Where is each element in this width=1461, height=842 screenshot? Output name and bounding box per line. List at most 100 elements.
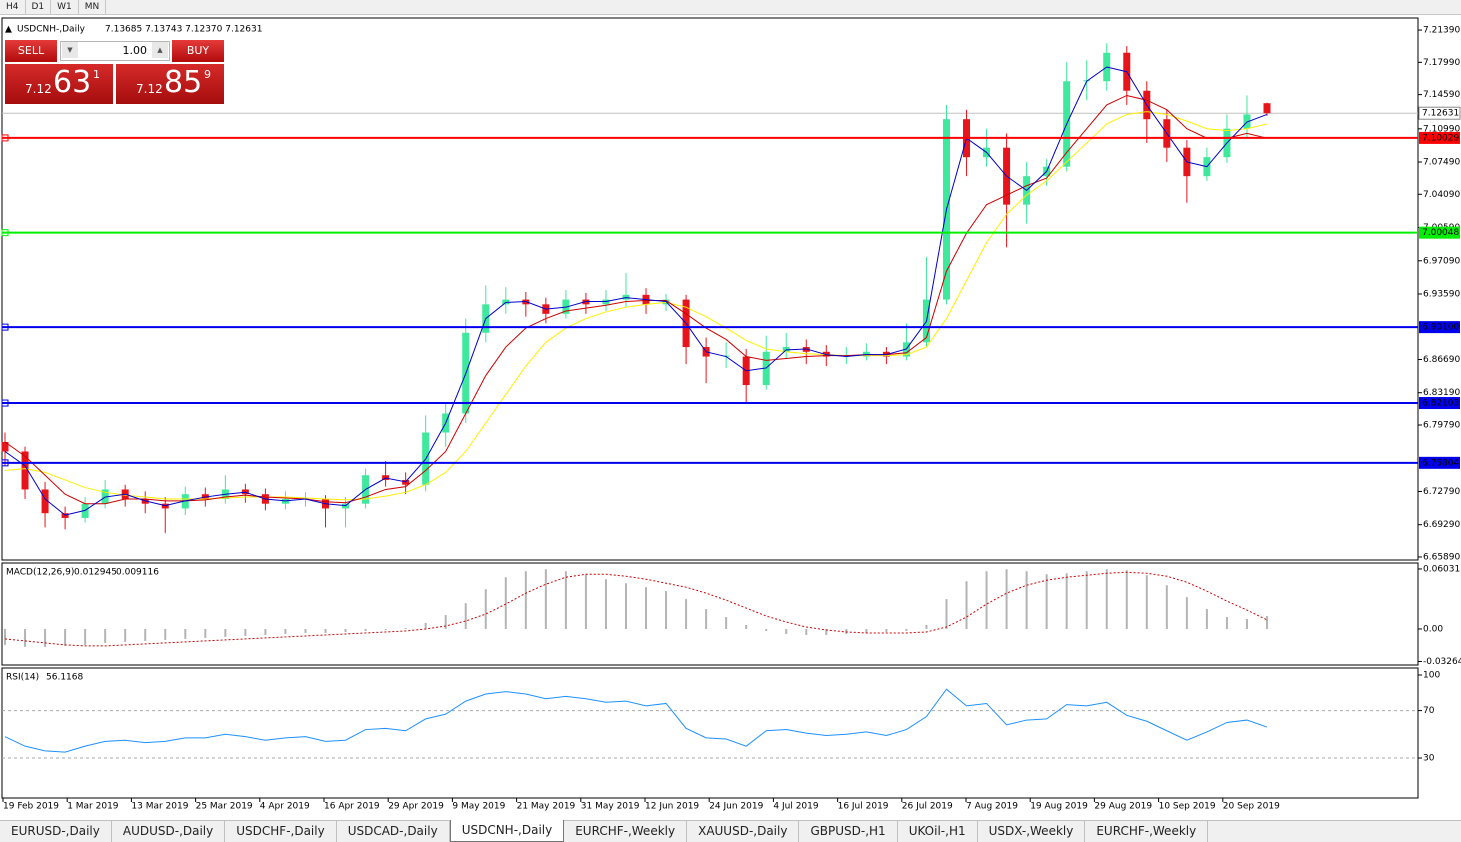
macd-bar — [645, 587, 648, 629]
ask-price[interactable]: 7.12 85 9 — [116, 64, 224, 104]
macd-bar — [84, 628, 87, 645]
rsi-label: RSI(14) — [6, 673, 39, 683]
x-tick-label: 26 Jul 2019 — [902, 802, 953, 812]
macd-bar — [965, 581, 968, 629]
macd-bar — [104, 628, 107, 643]
macd-bar — [584, 574, 587, 629]
macd-bar — [1005, 569, 1008, 629]
macd-bar — [1165, 585, 1168, 629]
timeframe-button[interactable]: W1 — [51, 0, 79, 14]
macd-bar — [1266, 616, 1268, 629]
chart-tab[interactable]: UKOil-,H1 — [898, 821, 978, 842]
y-tick-label: 70 — [1423, 706, 1435, 716]
x-tick-label: 9 May 2019 — [452, 802, 505, 812]
chart-tab[interactable]: USDCHF-,Daily — [225, 821, 337, 842]
current-price-box — [1418, 106, 1461, 120]
x-tick-label: 20 Sep 2019 — [1223, 802, 1280, 812]
chart-tab[interactable]: AUDUSD-,Daily — [112, 821, 226, 842]
y-tick-label: 100 — [1423, 670, 1440, 680]
timeframe-button[interactable]: D1 — [26, 0, 52, 14]
macd-bar — [524, 571, 527, 629]
level-label-box — [1419, 131, 1460, 144]
macd-bar — [284, 628, 287, 634]
lot-input[interactable]: 1.00 — [60, 41, 170, 61]
macd-bar — [785, 628, 788, 634]
macd-bar — [564, 571, 567, 629]
macd-bar — [124, 628, 127, 642]
macd-bar — [244, 628, 247, 636]
macd-bar — [985, 571, 988, 629]
y-tick-label: 6.79790 — [1423, 420, 1460, 430]
moving-average — [4, 94, 1268, 505]
rsi-value: 56.1168 — [46, 673, 83, 683]
macd-bar — [1185, 597, 1188, 629]
x-tick-label: 4 Apr 2019 — [260, 802, 310, 812]
sell-button[interactable]: SELL — [5, 40, 57, 62]
y-tick-label: 6.97090 — [1423, 256, 1460, 266]
x-tick-label: 10 Sep 2019 — [1159, 802, 1216, 812]
y-tick-label: 0.060317 — [1423, 564, 1461, 574]
timeframe-button[interactable]: H4 — [0, 0, 26, 14]
macd-bar — [344, 628, 347, 632]
macd-bar — [604, 579, 607, 629]
macd-bar — [464, 603, 467, 629]
level-label: 7.10029 — [1422, 133, 1459, 143]
chart-tab[interactable]: GBPUSD-,H1 — [799, 821, 898, 842]
bid-price[interactable]: 7.12 63 1 — [5, 64, 113, 104]
macd-bar — [725, 617, 728, 629]
macd-bar — [44, 628, 47, 647]
macd-bar — [765, 628, 768, 631]
macd-bar — [1065, 573, 1068, 629]
x-tick-label: 19 Feb 2019 — [3, 802, 59, 812]
ask-pip: 9 — [204, 68, 211, 81]
one-click-trading: SELL 1.00 ▼ ▲ BUY 7.12 63 1 7.12 85 9 — [5, 40, 225, 105]
macd-bar — [404, 627, 407, 629]
macd-bar — [384, 628, 387, 630]
chart-tab[interactable]: EURCHF-,Weekly — [564, 821, 688, 842]
y-tick-label: 7.10990 — [1423, 124, 1460, 134]
y-tick-label: -0.032648 — [1423, 657, 1461, 667]
lot-down[interactable]: ▼ — [62, 42, 78, 58]
macd-bar — [444, 615, 447, 629]
ask-digits: 85 — [164, 65, 203, 100]
x-tick-label: 25 Mar 2019 — [196, 802, 253, 812]
level-label-box — [1419, 226, 1460, 239]
level-anchor — [1, 229, 9, 237]
macd-bar — [685, 599, 688, 629]
collapse-arrow: ▲ — [5, 25, 12, 35]
bid-digits: 63 — [53, 65, 92, 100]
macd-bar — [304, 628, 307, 633]
chart-tab[interactable]: USDCNH-,Daily — [449, 820, 565, 842]
macd-bar — [624, 583, 627, 629]
candle-body — [1263, 103, 1271, 114]
chart-tab[interactable]: USDCAD-,Daily — [337, 821, 450, 842]
chart-tab[interactable]: USDX-,Weekly — [978, 821, 1086, 842]
chart-title: USDCNH-,Daily — [17, 25, 86, 35]
macd-bar — [24, 628, 27, 647]
macd-bar — [745, 624, 748, 629]
macd-bar — [925, 624, 928, 629]
y-tick-label: 0.00 — [1423, 624, 1443, 634]
lot-up[interactable]: ▲ — [152, 42, 168, 58]
level-label-box — [1419, 321, 1460, 334]
macd-bar — [1225, 617, 1228, 629]
macd-signal-value: 0.009116 — [116, 568, 159, 578]
buy-button[interactable]: BUY — [172, 40, 224, 62]
macd-bar — [905, 628, 908, 631]
macd-bar — [144, 628, 147, 641]
chart-tab[interactable]: XAUUSD-,Daily — [687, 821, 800, 842]
timeframe-button[interactable]: MN — [79, 0, 107, 14]
level-anchor — [1, 399, 9, 407]
y-tick-label: 6.65890 — [1423, 552, 1460, 562]
macd-bar — [64, 628, 67, 646]
x-tick-label: 1 Mar 2019 — [67, 802, 119, 812]
chart-tab[interactable]: EURUSD-,Daily — [0, 821, 112, 842]
level-anchor — [1, 323, 9, 331]
x-tick-label: 4 Jul 2019 — [773, 802, 818, 812]
macd-bar — [865, 628, 868, 633]
macd-main-value: 0.012945 — [74, 568, 117, 578]
chart-tab[interactable]: EURCHF-,Weekly — [1085, 821, 1209, 842]
macd-bar — [1105, 569, 1108, 629]
ask-big: 7.12 — [136, 82, 163, 96]
